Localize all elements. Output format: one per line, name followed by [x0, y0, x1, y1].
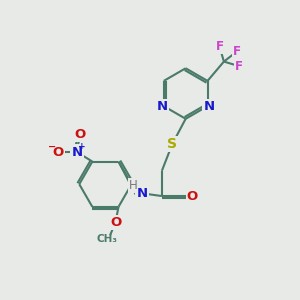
Text: H: H	[129, 179, 137, 192]
Text: CH₃: CH₃	[96, 234, 117, 244]
Text: F: F	[235, 59, 243, 73]
Text: N: N	[157, 100, 168, 113]
Text: O: O	[74, 128, 85, 141]
Text: −: −	[48, 142, 56, 152]
Text: N: N	[203, 100, 214, 113]
Text: O: O	[110, 216, 121, 229]
Text: +: +	[78, 142, 86, 151]
Text: F: F	[215, 40, 223, 52]
Text: N: N	[136, 187, 148, 200]
Text: O: O	[187, 190, 198, 202]
Text: N: N	[71, 146, 82, 158]
Text: O: O	[53, 146, 64, 158]
Text: S: S	[167, 137, 177, 151]
Text: F: F	[233, 45, 241, 58]
